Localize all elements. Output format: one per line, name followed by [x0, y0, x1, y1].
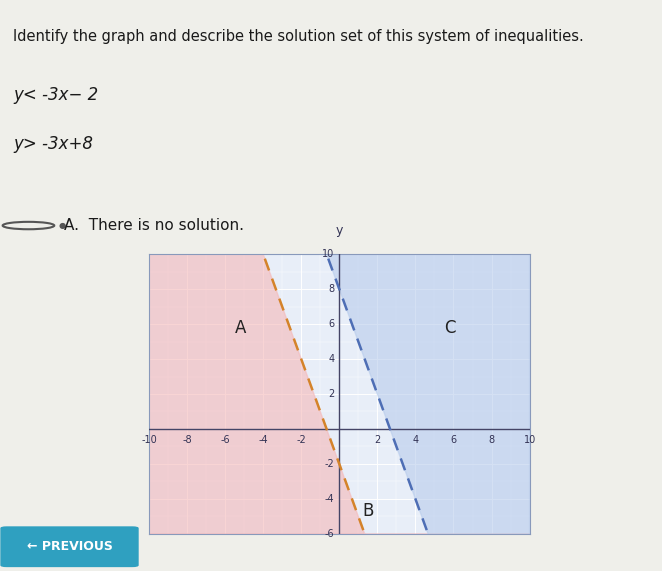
FancyBboxPatch shape [0, 526, 139, 567]
Text: A.  There is no solution.: A. There is no solution. [64, 218, 244, 233]
Text: y< -3x− 2: y< -3x− 2 [14, 86, 99, 104]
Text: -4: -4 [258, 435, 268, 445]
Text: 6: 6 [328, 319, 334, 329]
Text: 6: 6 [450, 435, 457, 445]
Text: -6: -6 [325, 529, 334, 539]
Text: ← PREVIOUS: ← PREVIOUS [26, 540, 113, 553]
Text: -4: -4 [325, 494, 334, 504]
Text: 10: 10 [524, 435, 536, 445]
Text: -6: -6 [220, 435, 230, 445]
Text: 2: 2 [328, 389, 334, 399]
Text: ●: ● [58, 221, 66, 230]
Text: y: y [336, 224, 343, 236]
Text: 10: 10 [322, 249, 334, 259]
Text: -2: -2 [297, 435, 306, 445]
Text: 2: 2 [374, 435, 381, 445]
Text: 4: 4 [412, 435, 418, 445]
Text: A: A [234, 319, 246, 337]
Text: 4: 4 [328, 354, 334, 364]
Text: C: C [444, 319, 455, 337]
Text: -8: -8 [182, 435, 192, 445]
Text: Identify the graph and describe the solution set of this system of inequalities.: Identify the graph and describe the solu… [13, 29, 584, 43]
Text: y> -3x+8: y> -3x+8 [14, 135, 94, 153]
Text: 8: 8 [328, 284, 334, 294]
Text: -2: -2 [325, 459, 334, 469]
Text: B: B [362, 502, 373, 520]
Text: 8: 8 [489, 435, 495, 445]
Text: -10: -10 [141, 435, 157, 445]
